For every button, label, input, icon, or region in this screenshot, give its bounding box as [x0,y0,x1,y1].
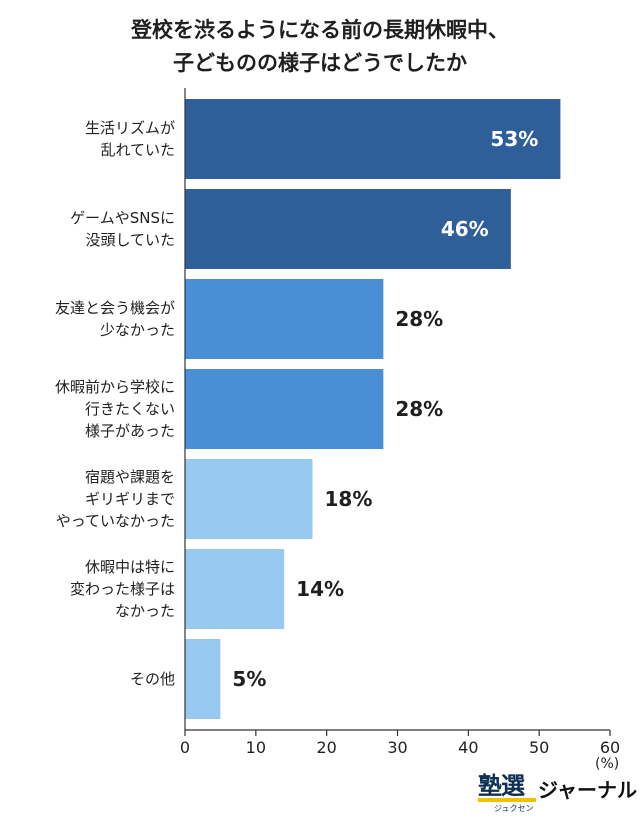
bar [185,279,384,359]
category-label: その他 [129,670,175,688]
bar [185,639,221,719]
logo-kanji: 塾選 [478,772,525,800]
x-axis-unit: (%) [595,756,620,772]
bar [185,549,285,629]
logo-wordmark: ジャーナル [538,778,637,802]
x-tick-label: 10 [245,738,266,757]
logo-underline [478,798,536,802]
category-label: 休暇前から学校に 行きたくない 様子があった [54,378,175,440]
category-label: 友達と会う機会が 少なかった [54,299,175,339]
x-tick-label: 40 [458,738,479,757]
data-label: 28% [395,307,444,331]
brand-logo: 塾選 ジュクセン ジャーナル [478,766,637,816]
bar [185,459,313,539]
x-tick-label: 60 [599,738,621,757]
x-tick-label: 0 [179,738,191,757]
x-tick-label: 50 [528,738,550,757]
x-tick-label: 20 [316,738,337,757]
bar [185,99,561,179]
bar [185,189,511,269]
data-label: 14% [296,577,345,601]
category-label: 休暇中は特に 変わった様子は なかった [69,558,175,620]
bar [185,369,384,449]
category-label: 生活リズムが 乱れていた [84,119,175,159]
data-label: 18% [324,487,373,511]
data-label: 28% [395,397,444,421]
data-label: 5% [232,667,267,691]
chart-title: 登校を渋るようになる前の長期休暇中、 子どものの様子はどうでしたか [0,14,640,80]
data-label: 46% [440,217,489,241]
category-label: 宿題や課題を ギリギリまで やっていなかった [55,468,175,530]
x-tick-label: 30 [387,738,408,757]
chart-title-line-2: 子どものの様子はどうでしたか [173,51,467,75]
logo-small-text: ジュクセン [494,804,534,813]
data-label: 53% [490,127,539,151]
chart-title-line-1: 登校を渋るようになる前の長期休暇中、 [131,18,509,42]
category-label: ゲームやSNSに 没頭していた [70,209,175,249]
